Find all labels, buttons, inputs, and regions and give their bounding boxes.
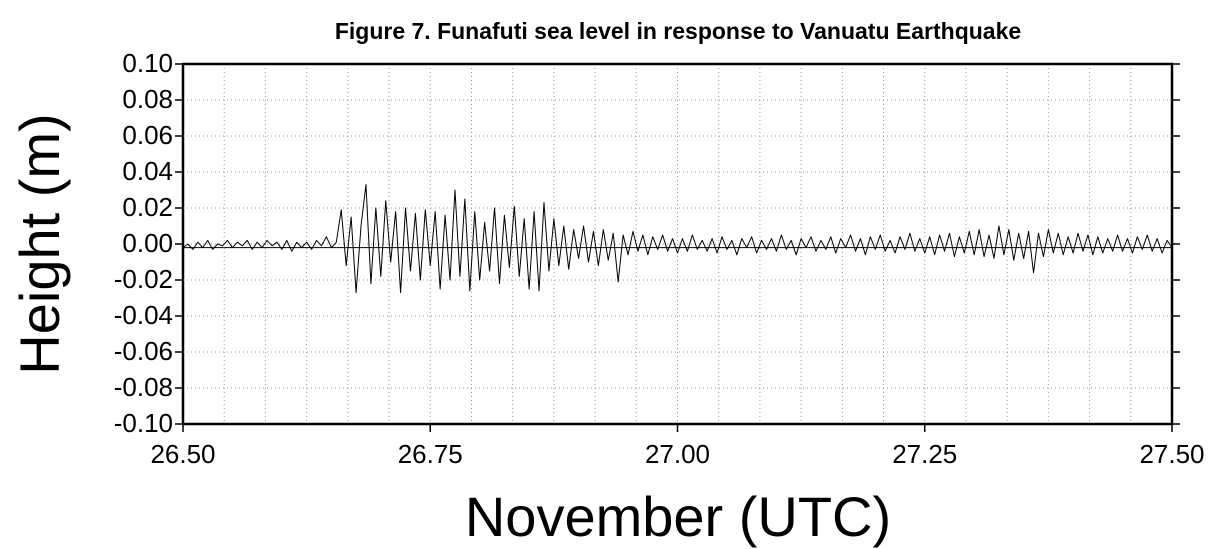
- y-tick-label: 0.08: [122, 84, 173, 114]
- x-tick-label: 27.25: [892, 439, 957, 469]
- x-axis-label: November (UTC): [465, 485, 891, 548]
- x-tick-label: 27.00: [645, 439, 710, 469]
- y-tick-label: -0.10: [114, 408, 173, 438]
- y-tick-label: 0.06: [122, 120, 173, 150]
- x-tick-label: 26.50: [150, 439, 215, 469]
- y-tick-label: -0.06: [114, 336, 173, 366]
- y-tick-label: 0.04: [122, 156, 173, 186]
- y-tick-label: 0.02: [122, 192, 173, 222]
- y-tick-label: -0.02: [114, 264, 173, 294]
- y-tick-label: 0.10: [122, 48, 173, 78]
- chart-title: Figure 7. Funafuti sea level in response…: [335, 18, 1021, 44]
- x-tick-label: 26.75: [398, 439, 463, 469]
- y-tick-label: -0.04: [114, 300, 173, 330]
- y-axis-label: Height (m): [8, 113, 71, 374]
- plot-frame: [181, 62, 1174, 426]
- data-line: [182, 184, 1173, 294]
- y-tick-label: 0.00: [122, 228, 173, 258]
- x-tick-label: 27.50: [1139, 439, 1204, 469]
- y-tick-label: -0.08: [114, 372, 173, 402]
